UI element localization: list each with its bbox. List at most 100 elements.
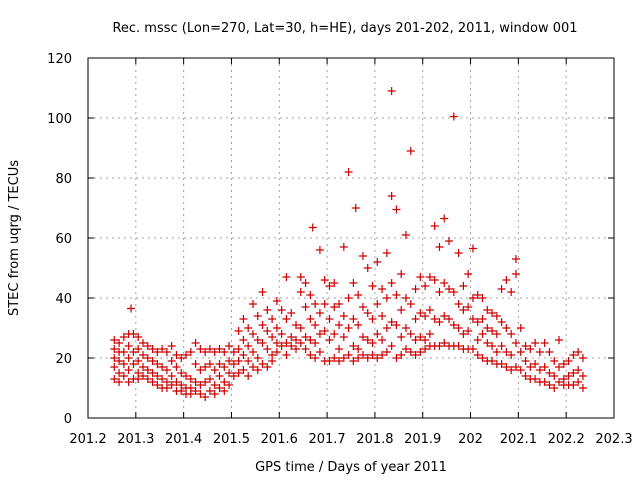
data-point: [574, 348, 583, 356]
data-point: [363, 354, 372, 362]
data-point: [507, 366, 516, 374]
x-tick-label: 201.7: [308, 432, 345, 447]
data-point: [421, 345, 430, 353]
data-point: [363, 336, 372, 344]
data-point: [315, 330, 324, 338]
data-point: [569, 369, 578, 377]
data-point: [387, 318, 396, 326]
data-point: [531, 360, 540, 368]
data-point: [497, 342, 506, 350]
data-point: [268, 357, 277, 365]
data-point: [129, 330, 138, 338]
data-point: [239, 315, 248, 323]
y-tick-label: 20: [55, 352, 72, 367]
data-point: [511, 339, 520, 347]
data-point: [387, 192, 396, 200]
data-point: [134, 375, 143, 383]
data-point: [540, 363, 549, 371]
data-point: [344, 294, 353, 302]
data-point: [483, 339, 492, 347]
data-point: [110, 363, 119, 371]
data-point: [368, 351, 377, 359]
data-point: [373, 258, 382, 266]
data-point: [143, 354, 152, 362]
data-point: [158, 363, 167, 371]
data-point: [282, 315, 291, 323]
data-point: [177, 369, 186, 377]
data-point: [201, 378, 210, 386]
data-point: [411, 285, 420, 293]
data-point: [401, 231, 410, 239]
data-point: [129, 348, 138, 356]
data-point: [392, 291, 401, 299]
data-point: [229, 372, 238, 380]
data-point: [535, 366, 544, 374]
data-point: [516, 348, 525, 356]
data-point: [445, 315, 454, 323]
data-point: [191, 339, 200, 347]
data-point: [215, 384, 224, 392]
data-point: [210, 348, 219, 356]
data-point: [416, 348, 425, 356]
data-point: [244, 342, 253, 350]
data-point: [296, 288, 305, 296]
data-point: [124, 354, 133, 362]
data-point: [387, 342, 396, 350]
data-point: [492, 348, 501, 356]
data-point: [282, 273, 291, 281]
data-point: [239, 366, 248, 374]
data-point: [306, 351, 315, 359]
data-point: [459, 282, 468, 290]
data-point: [119, 333, 128, 341]
data-point: [110, 345, 119, 353]
data-point: [406, 147, 415, 155]
data-point: [358, 351, 367, 359]
data-point: [421, 282, 430, 290]
data-point: [191, 360, 200, 368]
data-point: [182, 372, 191, 380]
data-point: [425, 273, 434, 281]
data-point: [387, 279, 396, 287]
data-point: [177, 387, 186, 395]
data-point: [167, 342, 176, 350]
data-point: [215, 372, 224, 380]
data-point: [511, 363, 520, 371]
data-point: [167, 381, 176, 389]
data-point: [311, 321, 320, 329]
data-point: [301, 345, 310, 353]
data-point: [330, 330, 339, 338]
data-point: [287, 333, 296, 341]
data-point: [272, 339, 281, 347]
data-point: [124, 342, 133, 350]
data-point: [115, 378, 124, 386]
data-point: [335, 300, 344, 308]
data-point: [311, 339, 320, 347]
data-point: [282, 339, 291, 347]
data-point: [378, 351, 387, 359]
data-point: [201, 393, 210, 401]
data-point: [186, 375, 195, 383]
data-point: [172, 378, 181, 386]
data-point: [177, 354, 186, 362]
data-point: [401, 294, 410, 302]
data-point: [392, 354, 401, 362]
data-point: [220, 378, 229, 386]
data-point: [435, 288, 444, 296]
data-point: [258, 288, 267, 296]
data-point: [248, 330, 257, 338]
data-point: [473, 291, 482, 299]
data-point: [201, 348, 210, 356]
data-point: [201, 363, 210, 371]
data-point: [459, 306, 468, 314]
data-point: [258, 321, 267, 329]
data-point: [502, 324, 511, 332]
data-point: [378, 312, 387, 320]
data-point: [354, 345, 363, 353]
x-axis-label: GPS time / Days of year 2011: [255, 460, 447, 475]
data-point: [277, 330, 286, 338]
data-point: [158, 345, 167, 353]
data-point: [435, 318, 444, 326]
data-point: [540, 378, 549, 386]
data-point: [373, 354, 382, 362]
data-point: [306, 336, 315, 344]
